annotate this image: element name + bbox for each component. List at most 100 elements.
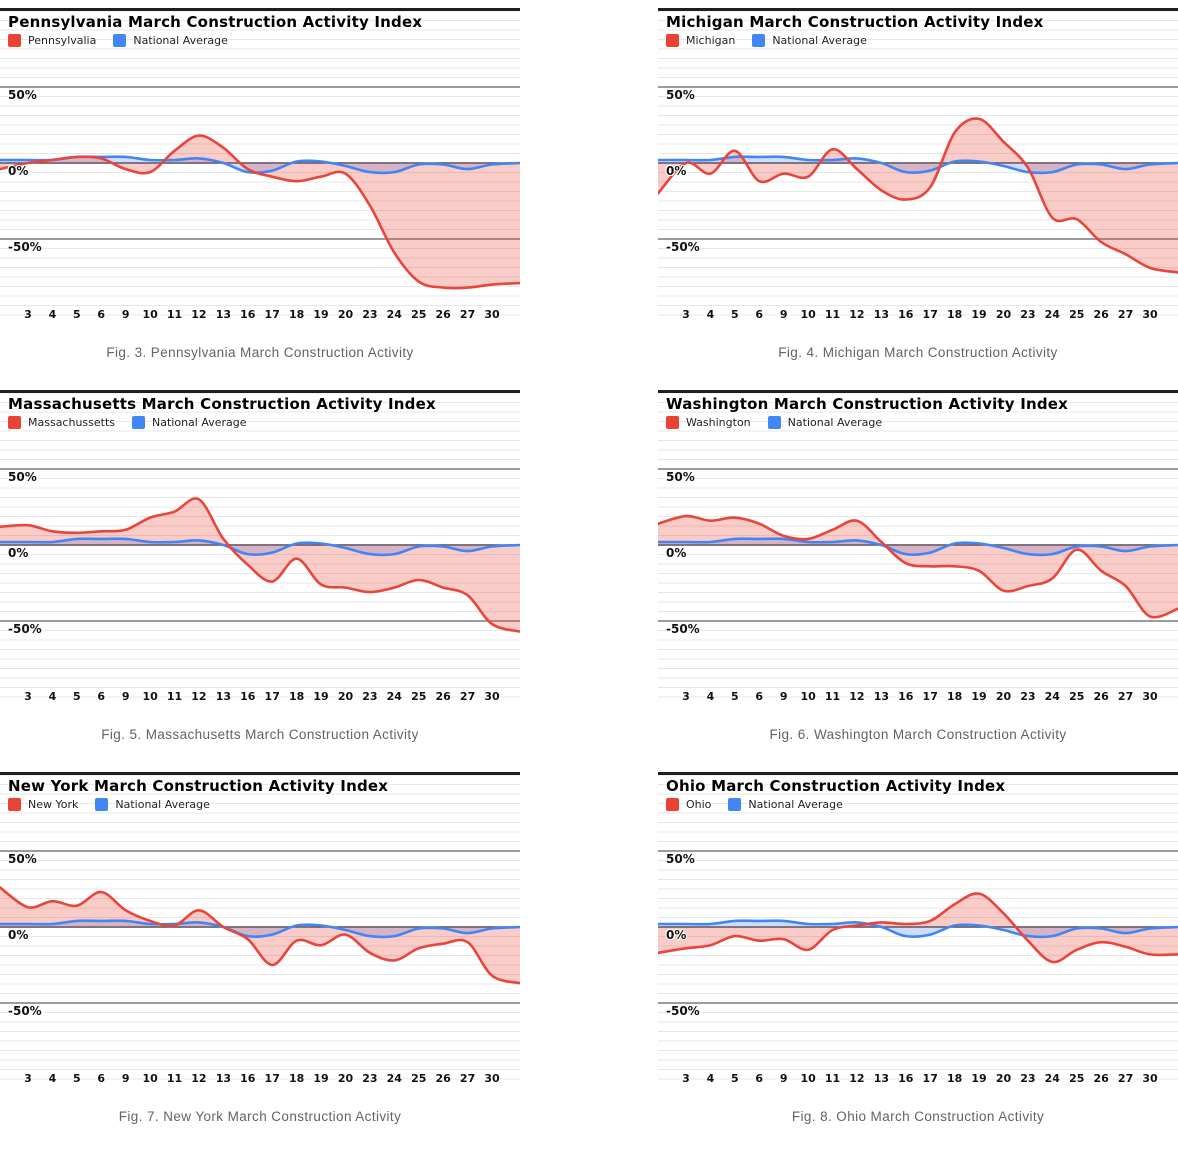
national-color-swatch-icon (728, 798, 742, 811)
legend-item-state: Washington (666, 416, 751, 429)
x-axis-label: 20 (337, 1072, 354, 1084)
x-axis-label: 19 (313, 1072, 329, 1084)
y-axis-label-0: 0% (666, 546, 687, 560)
chart-legend: Massachussetts National Average (8, 416, 247, 429)
x-axis-label: 12 (191, 1072, 207, 1084)
x-axis-label: 3 (24, 1072, 32, 1084)
x-axis-label: 4 (706, 690, 715, 702)
massachussetts-area (0, 498, 520, 632)
national-average-area (0, 920, 520, 937)
legend-label-national: National Average (133, 34, 228, 47)
y-axis-label-0: 0% (666, 164, 687, 178)
x-axis-label: 12 (191, 308, 207, 320)
x-axis-label: 27 (1117, 1072, 1134, 1084)
x-axis-label: 20 (995, 690, 1012, 702)
x-axis-label: 9 (121, 690, 130, 702)
national-color-swatch-icon (752, 34, 766, 47)
national-color-swatch-icon (132, 416, 146, 429)
pennsylvalia-line (0, 134, 520, 290)
legend-item-state: Ohio (666, 798, 711, 811)
x-axis-label: 25 (411, 308, 427, 320)
x-axis-label: 16 (898, 690, 914, 702)
legend-item-national: National Average (95, 798, 210, 811)
x-axis-label: 20 (995, 1072, 1012, 1084)
minor-gridlines (0, 393, 520, 698)
x-axis-label: 17 (922, 690, 938, 702)
x-axis-label: 12 (849, 1072, 865, 1084)
x-axis-label: 30 (484, 308, 500, 320)
michigan-line (658, 117, 1178, 274)
x-axis-label: 23 (1020, 1072, 1036, 1084)
x-axis-label: 9 (779, 1072, 788, 1084)
x-axis-label: 5 (731, 1072, 739, 1084)
chart-ohio: Ohio March Construction Activity Index Oh… (658, 772, 1178, 1084)
chart-legend: New York National Average (8, 798, 210, 811)
x-axis-label: 18 (946, 308, 963, 320)
x-axis-label: 9 (121, 308, 130, 320)
y-axis-label-0: 0% (8, 164, 29, 178)
x-axis-label: 18 (946, 1072, 963, 1084)
ohio-line (658, 892, 1178, 964)
x-axis-label: 20 (337, 690, 354, 702)
x-axis-label: 19 (313, 308, 329, 320)
x-axis-label: 25 (411, 690, 427, 702)
chart-title: Washington March Construction Activity I… (666, 395, 1069, 413)
x-axis-label: 27 (459, 690, 476, 702)
x-axis-label: 23 (1020, 690, 1036, 702)
national-average-area (0, 538, 520, 555)
x-axis-label: 9 (779, 308, 788, 320)
x-axis-label: 24 (1044, 308, 1060, 320)
x-axis-label: 24 (386, 1072, 402, 1084)
x-axis-label: 3 (24, 308, 32, 320)
national-average-area (658, 538, 1178, 555)
chart-legend: Ohio National Average (666, 798, 843, 811)
chart-title: Michigan March Construction Activity Ind… (666, 13, 1044, 31)
chart-title: Pennsylvania March Construction Activity… (8, 13, 423, 31)
chart-cell-massachussetts: Massachusetts March Construction Activit… (0, 390, 520, 772)
x-axis-label: 6 (97, 1072, 106, 1084)
x-axis-label: 11 (166, 308, 183, 320)
x-axis-label: 27 (459, 1072, 476, 1084)
y-axis-label-neg50: -50% (8, 622, 42, 636)
new-york-line (0, 886, 520, 985)
legend-label-state: Pennsylvalia (28, 34, 97, 47)
chart-cell-new-york: New York March Construction Activity Ind… (0, 772, 520, 1154)
x-axis-label: 6 (97, 308, 106, 320)
x-axis-label: 5 (73, 1072, 81, 1084)
chart-michigan: Michigan March Construction Activity Ind… (658, 8, 1178, 320)
x-axis-label: 16 (898, 1072, 914, 1084)
figure-caption: Fig. 4. Michigan March Construction Acti… (778, 345, 1058, 360)
x-axis-label: 17 (264, 1072, 280, 1084)
national-average-area (658, 156, 1178, 173)
x-axis-label: 23 (362, 690, 378, 702)
x-axis: 3 4 5 6 9 10 11 12 13 16 17 18 19 20 23 24 25 26 27 30 (0, 308, 520, 320)
x-axis-label: 25 (411, 1072, 427, 1084)
state-color-swatch-icon (666, 34, 679, 47)
x-axis-label: 12 (849, 308, 865, 320)
chart-canvas (0, 775, 520, 1080)
x-axis-label: 13 (215, 308, 232, 320)
minor-gridlines (0, 11, 520, 316)
x-axis-label: 26 (1093, 1072, 1109, 1084)
x-axis-label: 10 (800, 1072, 816, 1084)
figure-caption: Fig. 6. Washington March Construction Ac… (769, 727, 1067, 742)
x-axis-label: 10 (800, 690, 816, 702)
figure-caption: Fig. 7. New York March Construction Acti… (118, 1109, 402, 1124)
x-axis-label: 30 (484, 690, 500, 702)
x-axis-label: 17 (264, 308, 280, 320)
state-color-swatch-icon (8, 416, 21, 429)
chart-canvas (0, 393, 520, 698)
x-axis-label: 30 (1142, 1072, 1158, 1084)
y-axis-label-0: 0% (666, 928, 687, 942)
legend-label-national: National Average (115, 798, 210, 811)
x-axis-label: 9 (121, 1072, 130, 1084)
chart-canvas (0, 11, 520, 316)
national-color-swatch-icon (95, 798, 109, 811)
x-axis-label: 13 (873, 1072, 890, 1084)
national-average-line (658, 155, 1178, 175)
x-axis-label: 11 (166, 690, 183, 702)
y-axis-label-neg50: -50% (8, 240, 42, 254)
x-axis-label: 13 (873, 690, 890, 702)
x-axis-label: 6 (97, 690, 106, 702)
